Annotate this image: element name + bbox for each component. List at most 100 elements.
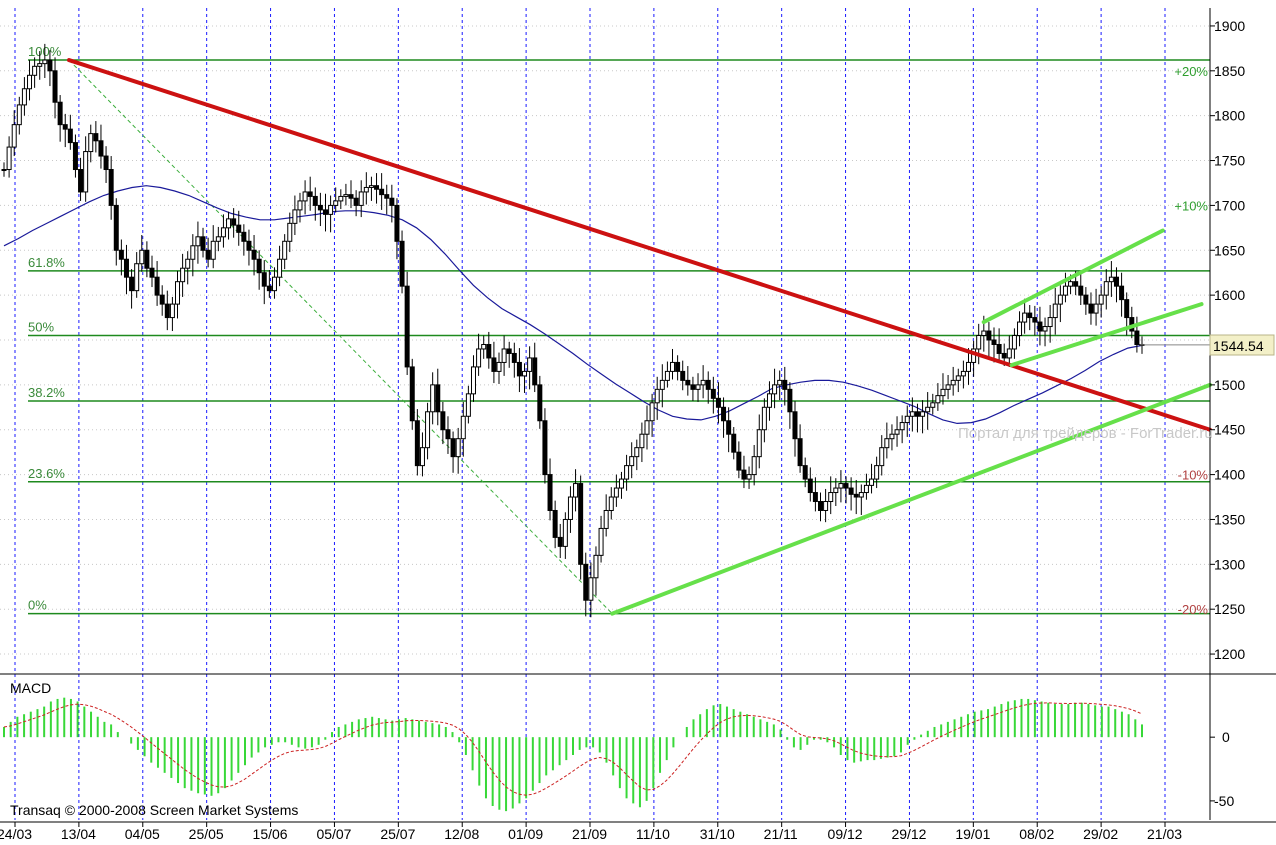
candle-body bbox=[981, 330, 987, 337]
candle-body bbox=[231, 218, 237, 226]
candle-body bbox=[838, 483, 844, 489]
candle-body bbox=[578, 483, 584, 565]
candle-body bbox=[1124, 299, 1130, 319]
candle-body bbox=[1001, 352, 1007, 359]
candle-body bbox=[169, 303, 175, 319]
candle-body bbox=[960, 370, 966, 377]
x-tick-label: 05/07 bbox=[316, 826, 351, 842]
candle-body bbox=[634, 447, 640, 458]
candle-body bbox=[134, 263, 140, 292]
candle-body bbox=[884, 438, 890, 449]
candle-body bbox=[608, 496, 614, 511]
fib-level-label: 50% bbox=[28, 320, 54, 335]
candle-body bbox=[496, 361, 502, 372]
candle-body bbox=[567, 496, 573, 520]
candle-body bbox=[368, 185, 374, 188]
candle-body bbox=[705, 379, 711, 390]
candle-body bbox=[955, 375, 961, 381]
y-tick-label: 1350 bbox=[1214, 511, 1245, 527]
candle-body bbox=[470, 366, 476, 395]
date-axis: 24/03 13/04 04/05 25/05 15/06 05/07 25/07 12/08… bbox=[0, 821, 1276, 842]
macd-panel: 0 -50 bbox=[0, 673, 1276, 812]
candle-body bbox=[874, 465, 880, 480]
y-tick-label: 1200 bbox=[1214, 646, 1245, 662]
y-tick-label: 1700 bbox=[1214, 197, 1245, 213]
x-tick-label: 31/10 bbox=[700, 826, 735, 842]
candle-body bbox=[562, 518, 568, 547]
candle-body bbox=[271, 276, 277, 292]
x-tick-label: 29/12 bbox=[891, 826, 926, 842]
candle-body bbox=[1011, 335, 1017, 350]
x-tick-label: 25/07 bbox=[380, 826, 415, 842]
candle-body bbox=[1017, 321, 1023, 337]
candle-body bbox=[312, 195, 318, 206]
candle-body bbox=[297, 200, 303, 211]
candle-body bbox=[639, 433, 645, 449]
candle-body bbox=[726, 420, 732, 435]
candle-body bbox=[843, 483, 849, 489]
candle-body bbox=[328, 204, 334, 215]
candle-body bbox=[935, 395, 941, 404]
candle-body bbox=[32, 65, 38, 76]
candle-body bbox=[220, 227, 226, 238]
candle-body bbox=[766, 393, 772, 408]
candle-body bbox=[317, 204, 323, 211]
percent-level-label: +10% bbox=[1174, 198, 1208, 213]
candle-body bbox=[384, 194, 390, 199]
candle-body bbox=[858, 492, 864, 498]
candle-body bbox=[322, 209, 328, 215]
x-tick-label: 04/05 bbox=[125, 826, 160, 842]
fib-level-label: 61.8% bbox=[28, 255, 65, 270]
price-axis: 1200125013001350140014501500155016001650… bbox=[1140, 8, 1245, 820]
candle-body bbox=[664, 370, 670, 381]
watermark: Портал для трейдеров - ForTrader.ru bbox=[958, 425, 1213, 442]
candle-body bbox=[261, 272, 267, 287]
candle-body bbox=[190, 245, 196, 260]
candle-body bbox=[675, 361, 681, 372]
candle-body bbox=[460, 415, 466, 440]
candle-body bbox=[527, 357, 533, 372]
candle-body bbox=[557, 536, 563, 547]
candle-body bbox=[522, 370, 528, 377]
grid-layer bbox=[0, 8, 1210, 820]
candle-body bbox=[1088, 303, 1094, 314]
candle-body bbox=[282, 240, 288, 260]
x-tick-label: 21/03 bbox=[1147, 826, 1182, 842]
candle-body bbox=[251, 249, 257, 260]
candle-body bbox=[761, 406, 767, 431]
candle-body bbox=[1047, 317, 1053, 328]
percent-level-label: -10% bbox=[1178, 468, 1209, 483]
candle-body bbox=[241, 231, 247, 242]
candle-body bbox=[695, 384, 701, 390]
candle-body bbox=[751, 456, 757, 476]
candle-body bbox=[1119, 285, 1125, 301]
candle-body bbox=[613, 487, 619, 498]
candle-body bbox=[1134, 330, 1140, 345]
candle-body bbox=[1062, 285, 1068, 296]
fib-diagonal-line bbox=[68, 59, 613, 615]
candle-body bbox=[624, 465, 630, 480]
candle-body bbox=[879, 447, 885, 467]
candle-body bbox=[1078, 285, 1084, 296]
candle-body bbox=[215, 236, 221, 242]
candle-body bbox=[532, 357, 538, 386]
candle-body bbox=[731, 433, 737, 453]
candle-body bbox=[1037, 321, 1043, 332]
candle-body bbox=[226, 218, 232, 229]
candle-body bbox=[399, 240, 405, 287]
macd-y-tick-label: 0 bbox=[1222, 729, 1230, 745]
candle-body bbox=[450, 438, 456, 458]
candle-body bbox=[690, 384, 696, 390]
candle-body bbox=[1093, 303, 1099, 314]
candle-body bbox=[996, 343, 1002, 354]
candle-body bbox=[940, 388, 946, 397]
candle-body bbox=[950, 379, 956, 386]
candle-body bbox=[644, 420, 650, 435]
candle-body bbox=[506, 348, 512, 354]
candle-body bbox=[986, 330, 992, 341]
candle-body bbox=[812, 492, 818, 503]
fib-level-label: 23.6% bbox=[28, 466, 65, 481]
candle-body bbox=[21, 88, 27, 106]
candle-body bbox=[27, 74, 33, 90]
candle-body bbox=[139, 249, 145, 265]
